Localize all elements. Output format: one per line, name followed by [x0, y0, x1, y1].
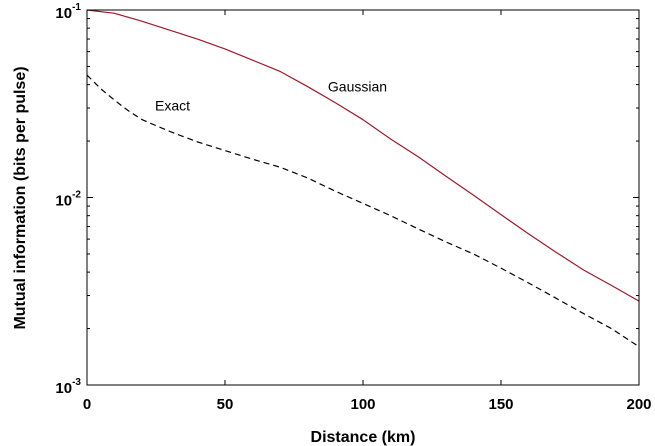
- plot-area-frame: [86, 9, 640, 386]
- annotation-exact: Exact: [155, 97, 190, 113]
- y-tick-label: 10-2: [55, 190, 81, 210]
- x-axis: 0 50 100 150 200: [83, 10, 652, 413]
- x-tick-label: 0: [83, 396, 91, 413]
- series-line-exact: [86, 74, 640, 348]
- y-axis: 10-1 10-2 10-3: [55, 2, 639, 397]
- x-tick-label: 50: [217, 396, 234, 413]
- y-tick-label: 10-3: [55, 377, 81, 397]
- y-axis-label: Mutual information (bits per pulse): [12, 66, 29, 329]
- x-tick-label: 150: [488, 396, 513, 413]
- plot-lines: [86, 9, 640, 348]
- y-tick-label: 10-1: [55, 2, 81, 22]
- x-tick-label: 200: [626, 396, 651, 413]
- x-tick-label: 100: [350, 396, 375, 413]
- series-line-gaussian: [86, 9, 640, 302]
- annotation-gaussian: Gaussian: [328, 79, 387, 95]
- x-axis-label: Distance (km): [311, 429, 416, 446]
- annotations: Gaussian Exact: [155, 79, 387, 114]
